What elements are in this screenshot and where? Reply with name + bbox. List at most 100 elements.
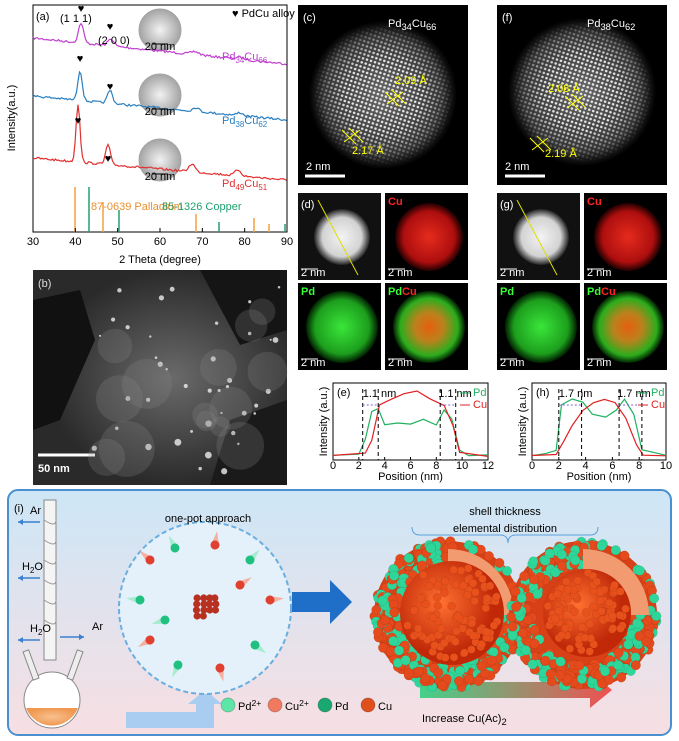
- atom: [377, 595, 388, 606]
- precursor-head: [160, 615, 170, 625]
- formula-part: Pd: [222, 115, 235, 127]
- axis-title: Intensity (a.u.): [517, 387, 529, 457]
- formula-part: Cu: [412, 18, 426, 30]
- atom: [488, 646, 499, 658]
- formula: H2O: [22, 561, 43, 575]
- peak-marker: ♥: [77, 53, 84, 65]
- formula-part: 62: [258, 120, 267, 129]
- atom: [600, 666, 611, 677]
- cu-seed: [193, 600, 201, 608]
- condenser-coil: [43, 519, 57, 625]
- sem-particle: [265, 388, 271, 394]
- sem-particle: [237, 442, 240, 446]
- panel-f: [497, 5, 667, 185]
- formula: Pd38Cu62: [222, 115, 267, 129]
- formula: Cu: [378, 701, 392, 713]
- atom: [642, 615, 653, 626]
- core-atom: [482, 627, 491, 637]
- tile-scale: 2 nm: [388, 267, 412, 279]
- atom: [613, 647, 624, 658]
- core-atom: [441, 653, 450, 662]
- label: Pd: [473, 387, 486, 399]
- label: (2 0 0): [98, 35, 130, 47]
- core-atom: [573, 576, 583, 585]
- inset-scale: 20 nm: [145, 41, 176, 53]
- atom: [473, 675, 484, 686]
- core-atom: [436, 624, 446, 633]
- sem-particle: [217, 389, 221, 393]
- core-atom: [439, 638, 449, 648]
- atom: [613, 660, 624, 671]
- core-atom: [554, 606, 563, 616]
- atom: [507, 621, 518, 632]
- atom: [433, 667, 444, 678]
- eds-blob: [513, 209, 569, 265]
- core-atom: [451, 580, 460, 589]
- sem-aggregate: [248, 298, 276, 325]
- atom: [555, 656, 566, 667]
- core-atom: [585, 647, 594, 656]
- formula-part: 2: [38, 628, 42, 637]
- precursor: [126, 595, 145, 605]
- core-atom: [570, 607, 579, 616]
- panel-c: [298, 5, 468, 185]
- profile-curve: [531, 398, 667, 457]
- core-atom: [551, 614, 560, 623]
- core-atom: [563, 594, 573, 603]
- sem-particle: [157, 361, 163, 367]
- formula-part: 2: [501, 717, 506, 727]
- tile-scale: 2 nm: [500, 267, 524, 279]
- formula-part: Pd: [222, 51, 235, 63]
- eds-blob: [393, 291, 465, 363]
- axis-title: 2 Theta (degree): [119, 254, 201, 266]
- atom: [403, 668, 414, 679]
- label: Pd: [500, 286, 514, 298]
- formula-part: Increase Cu(Ac): [422, 713, 501, 725]
- core-atom: [440, 588, 449, 597]
- label: Cu: [473, 399, 487, 411]
- formula: Pd49Cu51: [222, 178, 268, 192]
- atom: [519, 571, 530, 582]
- core-atom: [621, 604, 630, 614]
- tile-scale: 2 nm: [301, 357, 325, 369]
- lattice: [512, 22, 652, 162]
- formula: Increase Cu(Ac)2: [422, 713, 507, 727]
- x-tick-label: 50: [112, 236, 124, 248]
- precursor: [245, 549, 260, 565]
- atom: [518, 627, 529, 638]
- precursor-head: [210, 540, 220, 550]
- sem-void: [33, 290, 95, 430]
- formula-part: 38: [235, 120, 244, 129]
- sem-particle: [146, 397, 151, 402]
- core-atom: [477, 640, 486, 649]
- atom: [556, 560, 567, 571]
- formula-part: 51: [258, 183, 267, 192]
- cu-seed: [193, 594, 201, 602]
- label: (b): [38, 278, 51, 290]
- sem-particle: [269, 338, 272, 341]
- x-tick-label: 12: [482, 460, 494, 472]
- precursor: [250, 640, 267, 654]
- label: Ar: [92, 621, 103, 633]
- atom: [550, 567, 561, 578]
- sem-particle: [154, 356, 158, 359]
- tem-inset: [137, 7, 183, 53]
- core-atom: [562, 577, 571, 586]
- atom: [651, 610, 662, 622]
- sem-particle: [149, 335, 152, 338]
- precursor-head: [135, 595, 145, 605]
- label: (1 1 1): [60, 13, 92, 25]
- label: 2.09 Å: [395, 74, 427, 87]
- core-atom: [452, 626, 461, 636]
- core-atom: [440, 577, 450, 586]
- sem-particle: [169, 286, 175, 292]
- tile-scale: 2 nm: [301, 267, 325, 279]
- sem-particle: [205, 420, 212, 427]
- core-atom: [585, 619, 595, 629]
- precursor: [265, 595, 284, 605]
- formula-part: 38: [600, 22, 610, 32]
- core-atom: [595, 588, 605, 597]
- tile-scale: 2 nm: [587, 267, 611, 279]
- sem-particle: [227, 377, 233, 383]
- flask-liquid: [26, 708, 78, 726]
